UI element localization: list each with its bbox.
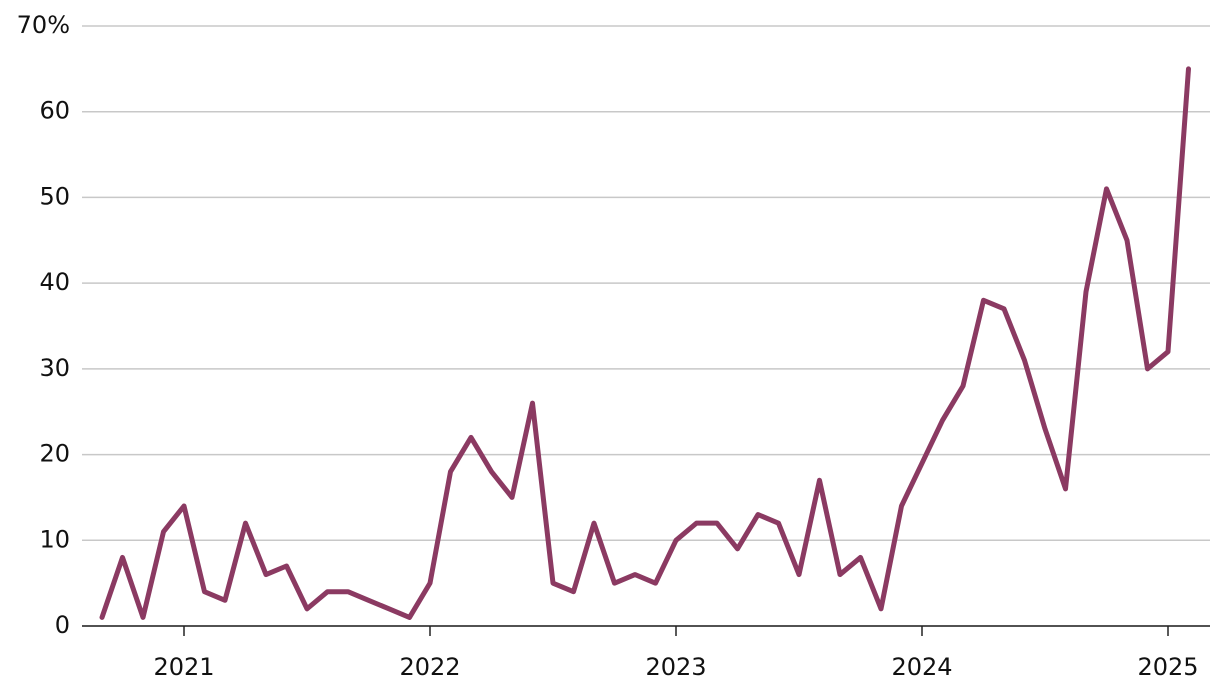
x-tick-label: 2022 — [399, 653, 460, 681]
x-tick-label: 2021 — [153, 653, 214, 681]
x-tick-label: 2025 — [1137, 653, 1198, 681]
x-tick-label: 2024 — [891, 653, 952, 681]
y-tick-label: 10 — [39, 525, 70, 553]
y-tick-label: 70% — [17, 11, 70, 39]
data-line — [99, 66, 1191, 620]
x-tick-label: 2023 — [645, 653, 706, 681]
y-tick-label: 20 — [39, 440, 70, 468]
y-tick-label: 40 — [39, 268, 70, 296]
y-tick-label: 60 — [39, 97, 70, 125]
y-tick-label: 30 — [39, 354, 70, 382]
y-tick-label: 0 — [55, 611, 70, 639]
y-tick-label: 50 — [39, 182, 70, 210]
